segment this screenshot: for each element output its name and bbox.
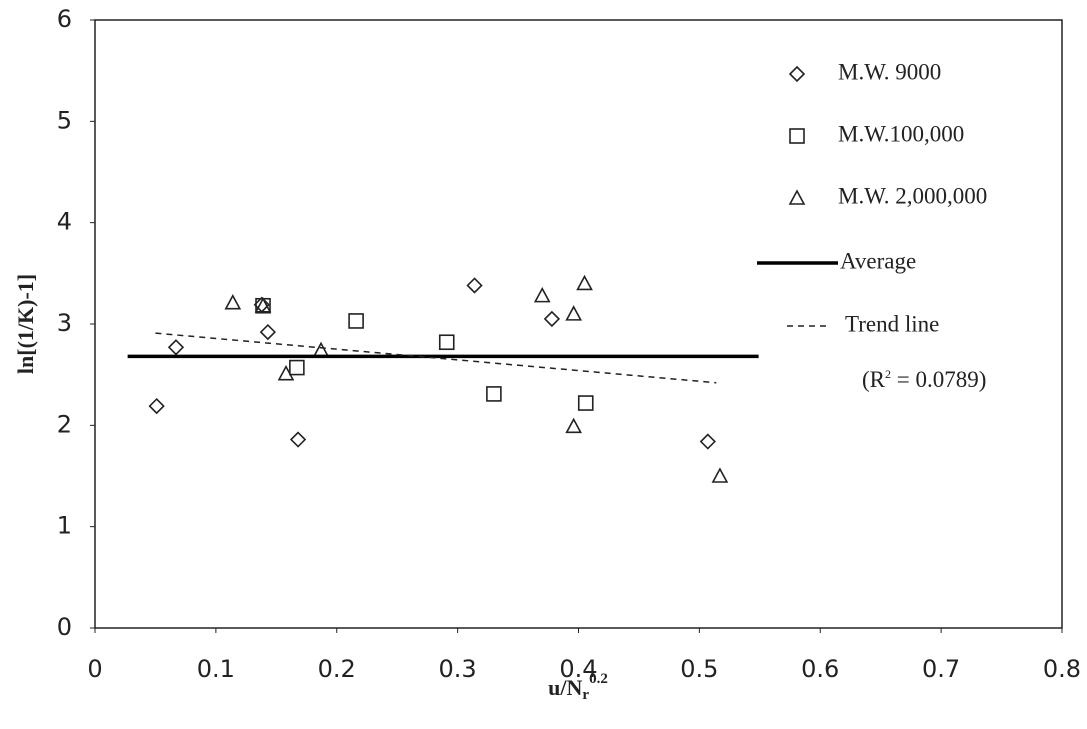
y-tick-label: 4 <box>57 208 72 236</box>
legend-marker <box>789 128 805 144</box>
trend-line <box>155 332 717 384</box>
legend-label: Average <box>840 248 916 273</box>
square-point <box>348 313 364 329</box>
triangle-point <box>565 305 583 321</box>
x-tick-label: 0.5 <box>680 655 718 683</box>
square-point <box>438 334 455 351</box>
x-tick-label: 0.6 <box>801 655 839 683</box>
x-tick-label: 0.4 <box>559 655 597 683</box>
x-tick-label: 0.8 <box>1043 655 1081 683</box>
legend-label: M.W. 2,000,000 <box>838 183 987 208</box>
triangle-point <box>254 297 272 313</box>
y-tick-label: 1 <box>57 512 72 540</box>
y-axis-title: ln[(1/K)-1] <box>13 274 38 374</box>
square-point <box>486 386 502 402</box>
legend-label: Trend line <box>845 311 939 336</box>
x-tick-label: 0.3 <box>439 655 477 683</box>
triangle-point <box>565 417 583 434</box>
diamond-point <box>259 323 276 341</box>
x-axis-title: u/Nr0.2 <box>548 671 608 703</box>
legend-marker <box>788 65 806 83</box>
triangle-point <box>312 341 330 358</box>
y-tick-label: 0 <box>57 613 72 641</box>
legend-label: M.W. 9000 <box>838 59 941 84</box>
legend-label: M.W.100,000 <box>838 121 964 146</box>
x-tick-label: 0.1 <box>197 655 235 683</box>
annotation: (R2 = 0.0789) <box>862 367 986 393</box>
legend-marker <box>788 189 806 205</box>
x-tick-label: 0 <box>87 655 102 683</box>
y-tick-label: 5 <box>57 106 72 134</box>
triangle-point <box>533 286 551 303</box>
diamond-point <box>699 433 716 450</box>
triangle-point <box>224 294 242 310</box>
diamond-point <box>148 397 165 415</box>
diamond-point <box>543 310 561 328</box>
square-point <box>289 359 305 376</box>
x-tick-label: 0.7 <box>922 655 960 683</box>
y-tick-label: 2 <box>57 410 72 438</box>
annotation-sup: 2 <box>885 367 891 381</box>
diamond-point <box>289 431 307 448</box>
x-axis-title-sup: 0.2 <box>589 671 608 687</box>
diamond-point <box>167 339 185 356</box>
diamond-point <box>466 277 483 294</box>
triangle-point <box>576 274 593 291</box>
x-axis-title-sub: r <box>582 687 589 703</box>
triangle-point <box>277 364 295 381</box>
x-axis-title-base: u/N <box>548 675 582 700</box>
annotation-base: (R <box>862 367 886 392</box>
annotation-rest: = 0.0789) <box>891 367 986 392</box>
y-tick-label: 6 <box>57 5 72 33</box>
square-point <box>577 395 594 411</box>
y-tick-label: 3 <box>57 309 72 337</box>
triangle-point <box>711 467 729 483</box>
x-tick-label: 0.2 <box>318 655 356 683</box>
